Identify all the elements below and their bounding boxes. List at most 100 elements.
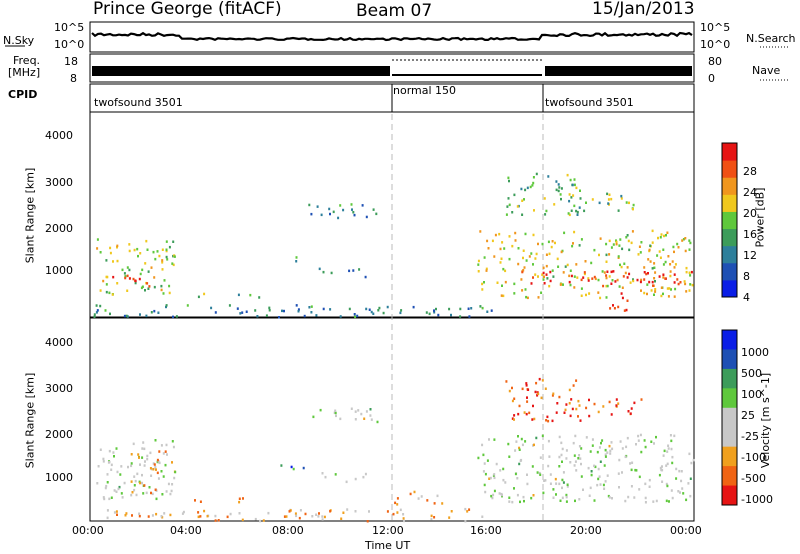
heatmap-cell bbox=[105, 290, 108, 294]
heatmap-cell bbox=[585, 201, 587, 204]
heatmap-cell bbox=[612, 304, 614, 307]
heatmap-cell bbox=[573, 464, 576, 467]
heatmap-cell bbox=[689, 494, 692, 498]
heatmap-cell bbox=[165, 304, 168, 307]
heatmap-cell bbox=[145, 491, 148, 495]
heatmap-cell bbox=[450, 510, 453, 513]
heatmap-cell bbox=[630, 407, 633, 410]
heatmap-cell bbox=[499, 261, 502, 264]
heatmap-cell bbox=[540, 396, 543, 400]
power-colorbar-segment bbox=[722, 143, 737, 161]
heatmap-cell bbox=[165, 255, 168, 259]
heatmap-cell bbox=[310, 212, 313, 216]
heatmap-cell bbox=[394, 501, 397, 505]
heatmap-cell bbox=[352, 269, 355, 272]
heatmap-cell bbox=[569, 414, 572, 418]
heatmap-cell bbox=[334, 409, 337, 412]
heatmap-cell bbox=[605, 276, 608, 280]
heatmap-cell bbox=[561, 486, 563, 490]
heatmap-cell bbox=[126, 274, 129, 278]
heatmap-cell bbox=[567, 212, 570, 215]
heatmap-cell bbox=[511, 386, 513, 390]
heatmap-cell bbox=[681, 487, 684, 490]
heatmap-cell bbox=[621, 286, 624, 289]
heatmap-cell bbox=[161, 493, 164, 496]
heatmap-cell bbox=[370, 418, 373, 421]
heatmap-cell bbox=[511, 211, 514, 214]
heatmap-cell bbox=[113, 455, 115, 458]
xtick-0800: 08:00 bbox=[272, 524, 304, 537]
velocity-cb-tick-500: 500 bbox=[741, 367, 762, 380]
heatmap-cell bbox=[483, 256, 486, 259]
heatmap-cell bbox=[521, 387, 524, 391]
heatmap-cell bbox=[532, 263, 534, 266]
heatmap-cell bbox=[679, 491, 681, 494]
heatmap-cell bbox=[644, 482, 647, 486]
heatmap-cell bbox=[587, 466, 590, 470]
heatmap-cell bbox=[640, 278, 643, 282]
heatmap-cell bbox=[644, 496, 647, 500]
xtick-0400: 04:00 bbox=[170, 524, 202, 537]
heatmap-cell bbox=[625, 236, 628, 239]
heatmap-cell bbox=[128, 249, 131, 253]
heatmap-cell bbox=[124, 514, 127, 517]
heatmap-cell bbox=[528, 411, 531, 415]
heatmap-cell bbox=[228, 304, 231, 307]
heatmap-cell bbox=[137, 254, 139, 258]
heatmap-cell bbox=[96, 482, 99, 485]
heatmap-cell bbox=[382, 311, 385, 315]
heatmap-cell bbox=[160, 515, 163, 518]
heatmap-cell bbox=[332, 210, 335, 214]
heatmap-cell bbox=[396, 497, 399, 500]
heatmap-cell bbox=[116, 282, 119, 285]
heatmap-cell bbox=[670, 489, 673, 492]
heatmap-cell bbox=[685, 498, 688, 502]
heatmap-cell bbox=[511, 399, 514, 403]
power-ytick-3000: 3000 bbox=[45, 176, 73, 189]
heatmap-cell bbox=[128, 243, 131, 246]
heatmap-cell bbox=[591, 277, 594, 280]
heatmap-cell bbox=[158, 461, 161, 465]
heatmap-cell bbox=[620, 194, 623, 198]
heatmap-cell bbox=[655, 435, 657, 439]
heatmap-cell bbox=[521, 213, 524, 216]
heatmap-cell bbox=[610, 197, 613, 201]
heatmap-cell bbox=[116, 244, 119, 248]
heatmap-cell bbox=[662, 276, 665, 279]
heatmap-cell bbox=[105, 259, 108, 262]
heatmap-cell bbox=[433, 311, 436, 314]
heatmap-cell bbox=[236, 307, 239, 310]
heatmap-cell bbox=[96, 309, 99, 312]
heatmap-cell bbox=[376, 420, 379, 424]
heatmap-cell bbox=[661, 480, 664, 483]
heatmap-cell bbox=[146, 282, 149, 285]
heatmap-cell bbox=[171, 461, 173, 464]
heatmap-cell bbox=[627, 495, 630, 499]
heatmap-cell bbox=[322, 270, 325, 274]
heatmap-cell bbox=[531, 465, 534, 468]
heatmap-cell bbox=[477, 259, 480, 263]
heatmap-cell bbox=[169, 513, 172, 517]
heatmap-cell bbox=[653, 262, 656, 265]
heatmap-cell bbox=[573, 204, 576, 208]
heatmap-cell bbox=[165, 490, 168, 493]
heatmap-cell bbox=[545, 273, 548, 276]
heatmap-cell bbox=[524, 440, 527, 443]
heatmap-cell bbox=[321, 518, 324, 521]
cpid-segment-3: twofsound 3501 bbox=[545, 96, 634, 109]
heatmap-cell bbox=[551, 269, 554, 272]
power-colorbar-segment bbox=[722, 228, 737, 247]
heatmap-cell bbox=[673, 434, 676, 438]
heatmap-cell bbox=[547, 464, 550, 468]
heatmap-cell bbox=[525, 259, 528, 262]
heatmap-cell bbox=[598, 253, 600, 257]
heatmap-cell bbox=[624, 499, 627, 503]
heatmap-cell bbox=[526, 400, 529, 403]
heatmap-cell bbox=[138, 512, 141, 515]
heatmap-cell bbox=[564, 408, 567, 412]
heatmap-cell bbox=[593, 248, 596, 252]
heatmap-cell bbox=[354, 477, 357, 481]
heatmap-cell bbox=[575, 407, 578, 411]
heatmap-cell bbox=[615, 240, 618, 244]
heatmap-cell bbox=[128, 268, 131, 272]
